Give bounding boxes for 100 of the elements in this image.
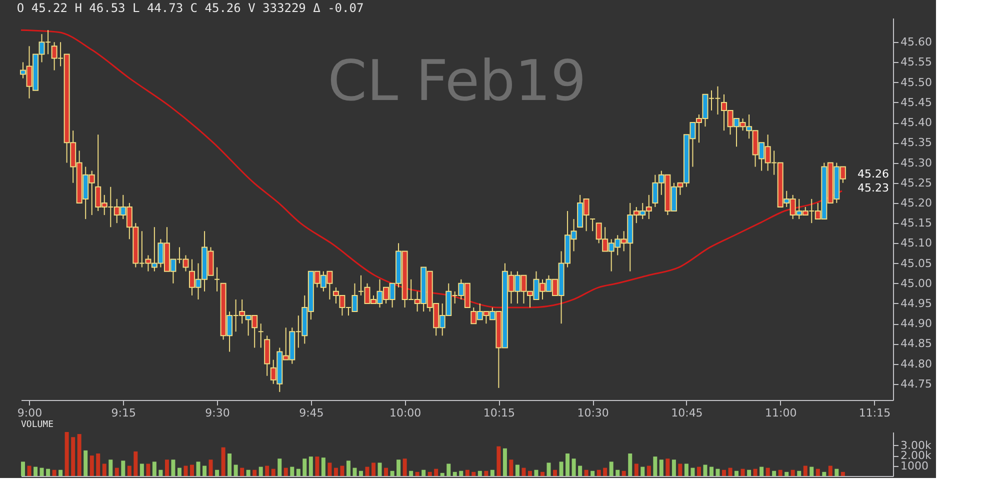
y-tick-label: 45.20 — [900, 196, 932, 210]
candlestick — [258, 323, 264, 348]
chart-title: O 45.22 H 46.53 L 44.73 C 45.26 V 333229 Δ -0.07 — [16, 1, 364, 15]
bar — [496, 446, 501, 476]
bar — [822, 472, 826, 476]
x-tick-label: 10:30 — [577, 406, 609, 420]
y-tick-label: 44.80 — [900, 357, 932, 370]
bar — [465, 470, 470, 476]
bar — [409, 470, 414, 476]
bar — [522, 468, 526, 476]
bar — [240, 468, 244, 476]
bar — [566, 453, 570, 476]
bar — [590, 470, 595, 476]
bar — [102, 464, 106, 476]
y-tick-label: 44.95 — [900, 296, 932, 310]
bar — [784, 472, 789, 476]
bar — [284, 468, 288, 476]
bar — [234, 464, 238, 476]
bar — [690, 468, 695, 476]
y-tick-label: 44.90 — [900, 317, 932, 330]
bar — [766, 468, 770, 476]
bar — [534, 470, 538, 476]
annotation: 45.26 — [858, 168, 889, 181]
bar — [753, 468, 758, 476]
bar — [640, 466, 645, 476]
bar — [696, 466, 701, 476]
bar — [315, 456, 320, 476]
bar — [840, 472, 845, 476]
bar — [96, 453, 100, 476]
chart-title: VOLUME — [20, 420, 54, 430]
candlestick — [590, 218, 596, 232]
bar — [790, 470, 795, 476]
bar — [365, 466, 370, 476]
y-tick-label: 45.30 — [900, 156, 932, 170]
bar — [372, 462, 376, 476]
bar — [760, 466, 764, 476]
bar — [208, 460, 213, 476]
bar — [52, 470, 56, 476]
bar — [634, 464, 638, 476]
bar — [321, 458, 326, 476]
bar — [164, 460, 169, 476]
bar — [108, 460, 113, 476]
bar — [396, 460, 401, 476]
bar — [352, 468, 357, 476]
bar — [340, 466, 344, 476]
bar — [722, 470, 726, 476]
bar — [452, 472, 457, 476]
bar — [710, 466, 714, 476]
bar — [384, 468, 388, 476]
bar — [196, 462, 200, 476]
bar — [490, 470, 494, 476]
bar — [646, 466, 651, 476]
bar — [803, 466, 808, 476]
bar — [190, 464, 194, 476]
y-tick-label: 45.05 — [900, 256, 932, 270]
bar — [378, 462, 382, 476]
bar — [446, 464, 451, 476]
bar — [258, 466, 263, 476]
candlestick — [214, 266, 220, 292]
y-tick-label: 45.15 — [900, 216, 932, 230]
bar — [390, 470, 394, 476]
bar — [572, 458, 576, 476]
bar — [158, 470, 163, 476]
x-tick-label: 10:15 — [483, 406, 516, 420]
bar — [478, 470, 482, 476]
bar — [659, 460, 664, 476]
y-tick-label: 45.60 — [900, 36, 932, 49]
bar — [308, 456, 313, 476]
bar — [46, 468, 50, 476]
y-tick-label: 45.00 — [900, 276, 932, 290]
bar — [797, 470, 802, 476]
bar — [40, 468, 44, 476]
text: CL Feb19 — [328, 48, 586, 114]
bar — [328, 462, 332, 476]
bar — [134, 451, 138, 476]
bar — [252, 470, 257, 476]
bar — [540, 472, 545, 476]
bar — [653, 456, 658, 476]
bar — [296, 468, 300, 476]
x-tick-label: 11:00 — [764, 406, 797, 420]
bar — [728, 468, 732, 476]
bar — [34, 466, 38, 476]
bar — [616, 470, 620, 476]
bar — [546, 462, 551, 476]
bar — [184, 466, 188, 476]
bar — [27, 466, 32, 476]
bar — [58, 470, 63, 476]
bar — [559, 462, 564, 476]
y-tick-label: 45.25 — [900, 176, 932, 190]
bar — [415, 472, 420, 476]
bar — [228, 453, 232, 476]
y-tick-label: 45.55 — [900, 56, 932, 69]
bar — [502, 448, 507, 476]
bar — [772, 470, 776, 476]
bar — [358, 470, 363, 476]
bar — [596, 470, 601, 476]
bar — [290, 466, 294, 476]
bar — [622, 470, 626, 476]
bar — [434, 468, 438, 476]
bar — [71, 437, 76, 476]
